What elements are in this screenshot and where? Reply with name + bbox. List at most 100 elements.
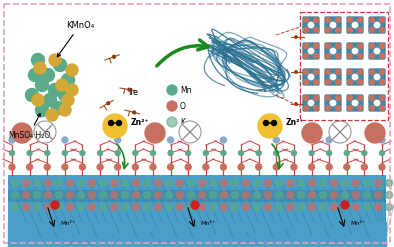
Circle shape: [221, 150, 226, 156]
Circle shape: [357, 69, 362, 75]
Circle shape: [326, 164, 332, 170]
Circle shape: [365, 123, 385, 143]
Circle shape: [220, 164, 227, 170]
Circle shape: [177, 191, 184, 199]
Circle shape: [327, 150, 332, 156]
Circle shape: [303, 43, 309, 48]
Circle shape: [110, 180, 117, 186]
Circle shape: [165, 204, 173, 210]
Circle shape: [352, 48, 358, 54]
Circle shape: [385, 180, 392, 186]
Circle shape: [348, 69, 353, 75]
Circle shape: [264, 180, 271, 186]
Circle shape: [108, 121, 113, 125]
Circle shape: [370, 96, 374, 101]
Circle shape: [379, 54, 385, 59]
Circle shape: [286, 204, 294, 210]
Circle shape: [375, 191, 381, 199]
Circle shape: [253, 180, 260, 186]
Circle shape: [80, 164, 85, 170]
Circle shape: [253, 191, 260, 199]
Circle shape: [303, 18, 309, 22]
Circle shape: [121, 191, 128, 199]
Circle shape: [242, 191, 249, 199]
Circle shape: [27, 164, 33, 170]
Circle shape: [26, 88, 39, 102]
FancyArrowPatch shape: [272, 144, 283, 168]
Circle shape: [379, 96, 385, 101]
Circle shape: [256, 164, 262, 170]
Circle shape: [357, 80, 362, 84]
Circle shape: [325, 105, 331, 110]
Circle shape: [143, 204, 151, 210]
Circle shape: [362, 150, 367, 156]
Circle shape: [309, 180, 316, 186]
FancyBboxPatch shape: [369, 17, 385, 33]
Circle shape: [11, 204, 19, 210]
Circle shape: [370, 80, 374, 84]
Circle shape: [220, 137, 227, 143]
Circle shape: [291, 164, 297, 170]
Circle shape: [348, 43, 353, 48]
Circle shape: [62, 137, 68, 143]
Circle shape: [56, 204, 63, 210]
Circle shape: [275, 204, 282, 210]
Circle shape: [325, 96, 331, 101]
FancyBboxPatch shape: [303, 17, 319, 33]
Circle shape: [308, 48, 314, 54]
FancyArrowPatch shape: [117, 144, 128, 168]
Circle shape: [314, 54, 318, 59]
Circle shape: [271, 121, 277, 125]
Circle shape: [336, 96, 340, 101]
Circle shape: [314, 18, 318, 22]
Circle shape: [309, 164, 314, 170]
FancyBboxPatch shape: [325, 43, 341, 59]
Circle shape: [303, 105, 309, 110]
Circle shape: [370, 43, 374, 48]
Circle shape: [177, 180, 184, 186]
Circle shape: [330, 48, 336, 54]
Circle shape: [62, 150, 67, 156]
Circle shape: [361, 164, 367, 170]
Circle shape: [203, 164, 209, 170]
Circle shape: [292, 150, 296, 156]
FancyBboxPatch shape: [303, 69, 319, 85]
Circle shape: [100, 204, 106, 210]
Circle shape: [59, 104, 71, 116]
Text: KMnO₄: KMnO₄: [58, 21, 94, 57]
Circle shape: [309, 191, 316, 199]
Circle shape: [89, 180, 95, 186]
Circle shape: [167, 137, 174, 143]
Circle shape: [314, 96, 318, 101]
Circle shape: [54, 59, 67, 71]
Text: Zn²⁺: Zn²⁺: [286, 118, 305, 126]
Circle shape: [221, 191, 227, 199]
Circle shape: [275, 180, 282, 186]
Circle shape: [379, 27, 385, 33]
Circle shape: [325, 27, 331, 33]
FancyBboxPatch shape: [369, 43, 385, 59]
Text: Mn: Mn: [180, 85, 191, 95]
FancyBboxPatch shape: [325, 69, 341, 85]
Circle shape: [56, 191, 63, 199]
Bar: [8, 190, 386, 202]
Circle shape: [9, 150, 15, 156]
Circle shape: [32, 94, 44, 106]
FancyBboxPatch shape: [347, 69, 363, 85]
Circle shape: [210, 191, 216, 199]
Circle shape: [167, 101, 177, 111]
Circle shape: [221, 204, 227, 210]
Circle shape: [191, 201, 199, 209]
Text: MnSO₄·H₂O: MnSO₄·H₂O: [8, 114, 50, 140]
Circle shape: [100, 180, 106, 186]
Circle shape: [80, 150, 85, 156]
Circle shape: [132, 164, 138, 170]
Circle shape: [308, 100, 314, 106]
Circle shape: [133, 150, 138, 156]
Circle shape: [89, 191, 95, 199]
Circle shape: [48, 83, 61, 97]
Circle shape: [374, 48, 380, 54]
Circle shape: [342, 204, 349, 210]
Circle shape: [110, 191, 117, 199]
Circle shape: [274, 150, 279, 156]
